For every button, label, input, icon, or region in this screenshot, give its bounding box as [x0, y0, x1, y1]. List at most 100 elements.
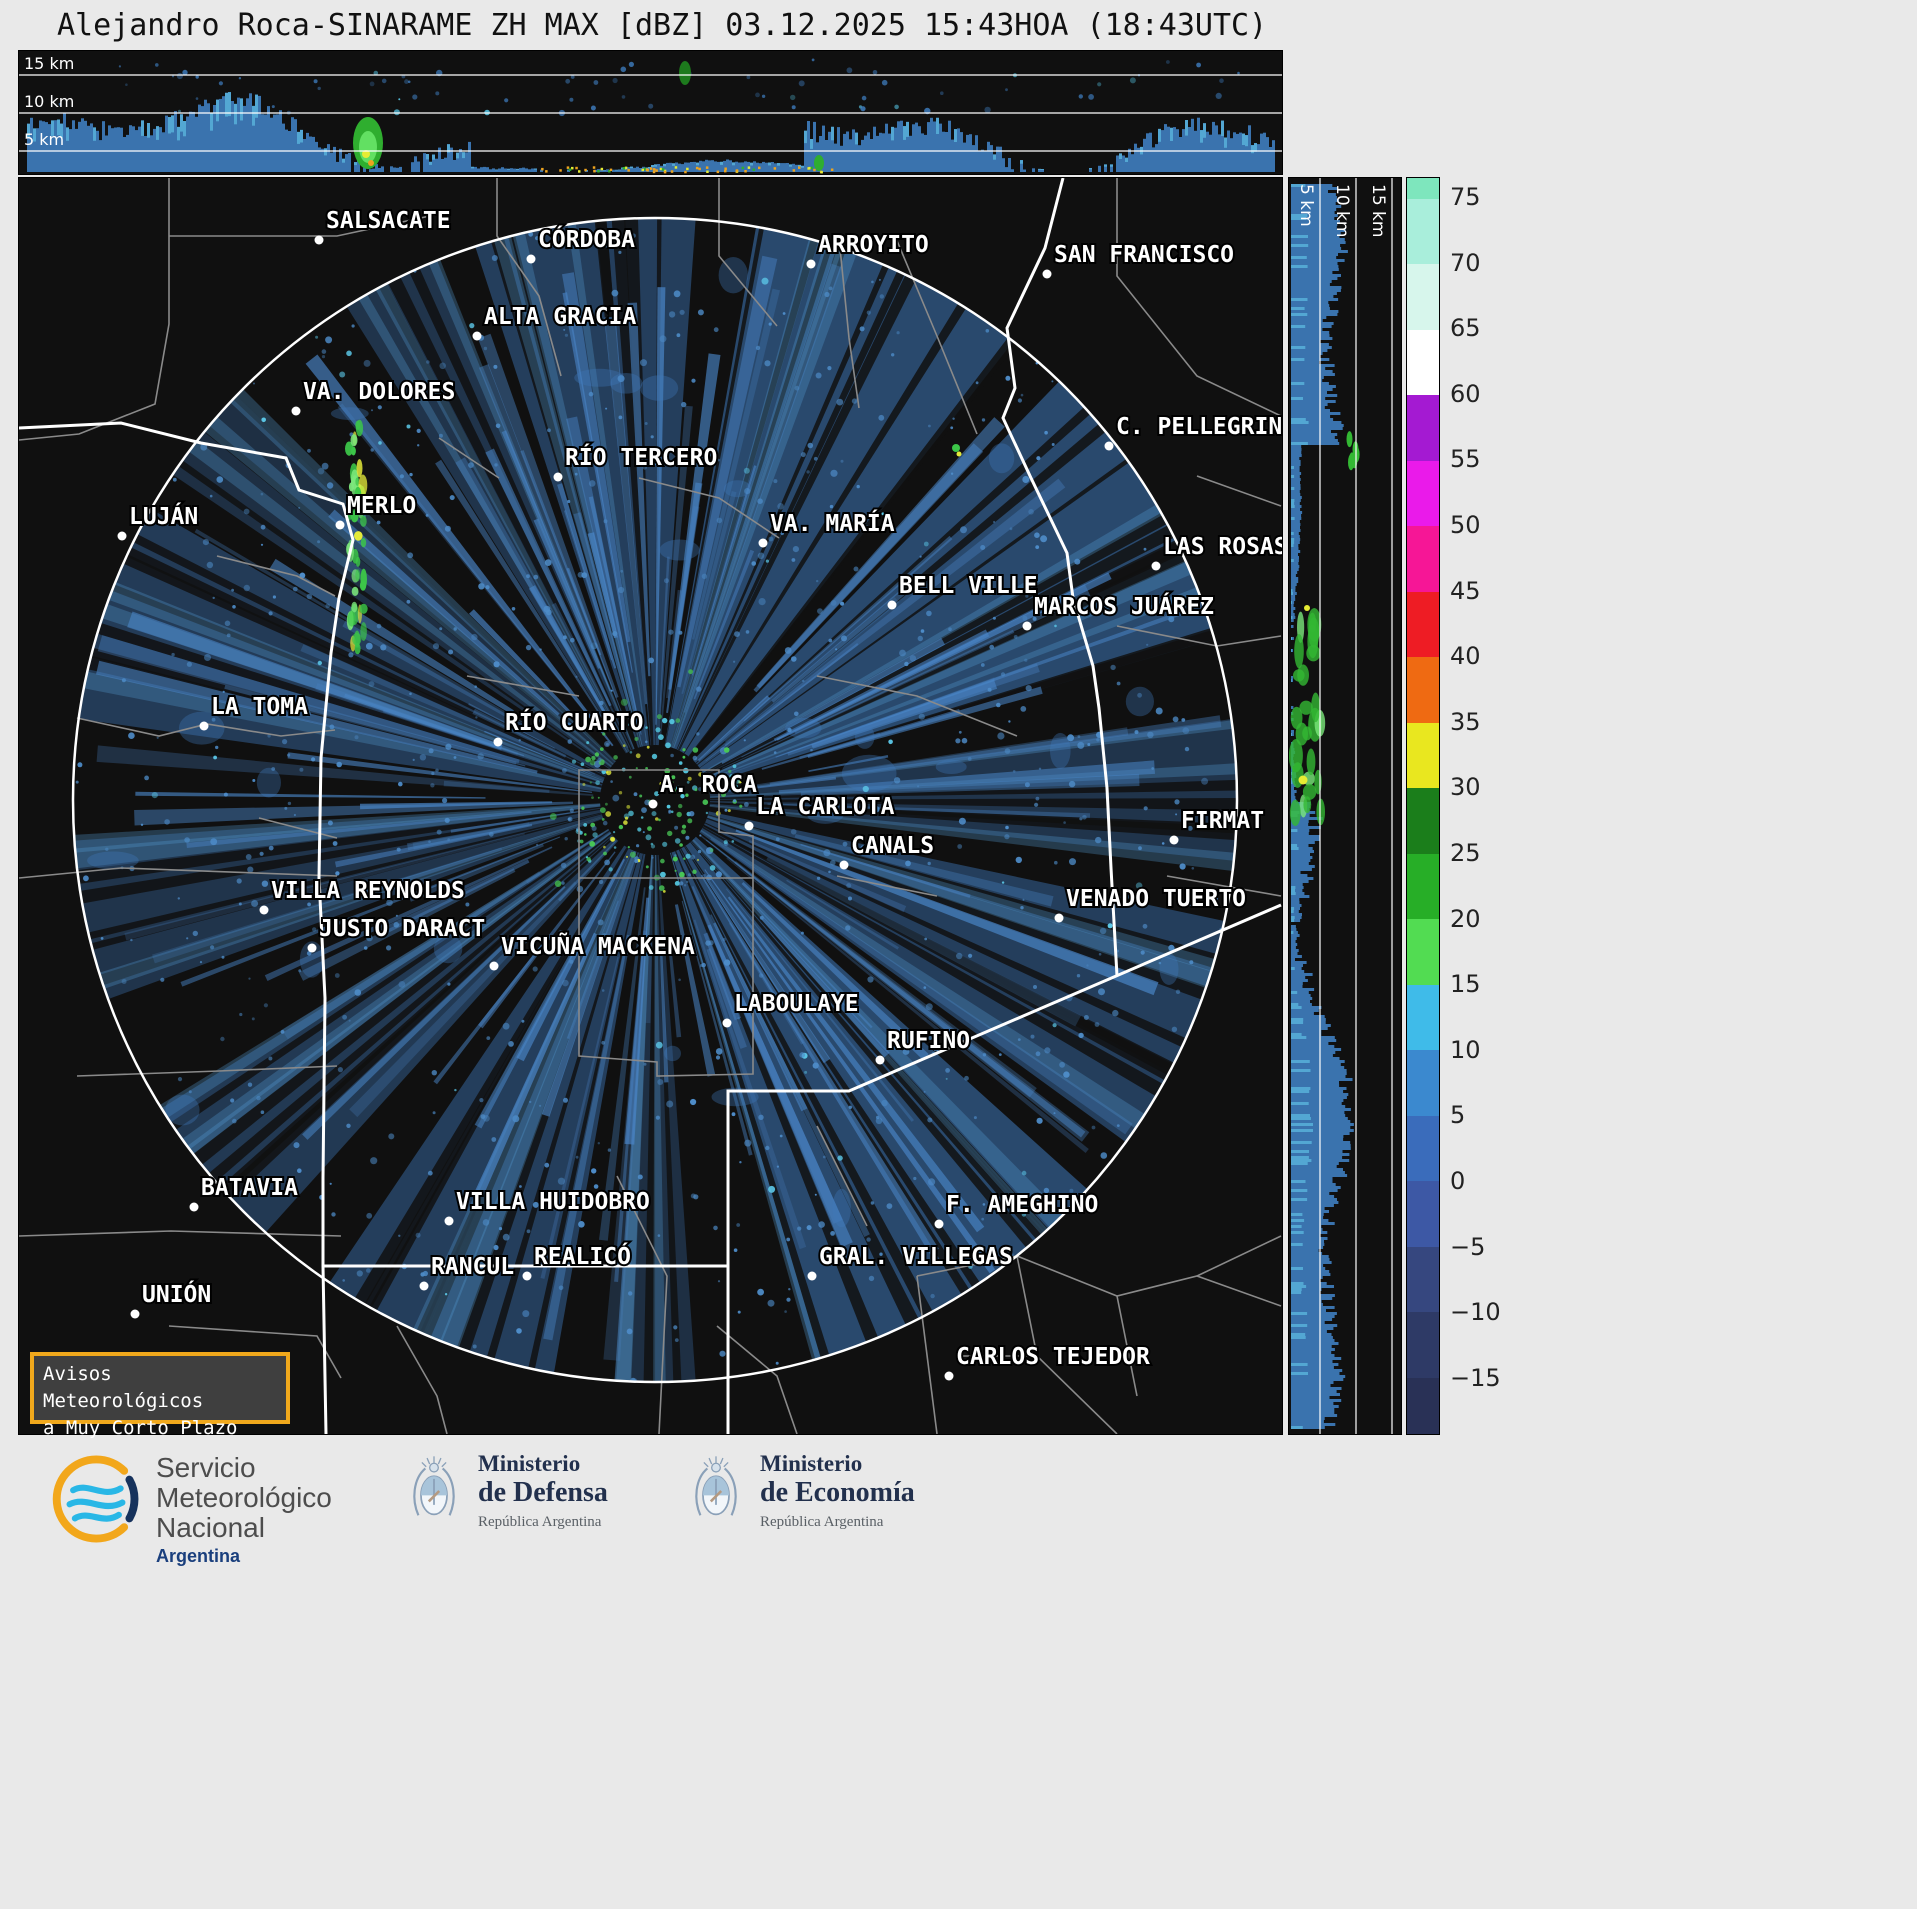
colorbar-tick-label: 5	[1450, 1101, 1466, 1130]
colorbar-segment	[1407, 329, 1439, 396]
colorbar-tick-label: 10	[1450, 1035, 1481, 1064]
colorbar-segment	[1407, 460, 1439, 527]
city-marker: LA CARLOTA	[744, 792, 897, 831]
ministry-country: República Argentina	[478, 1514, 602, 1530]
city-label: RUFINO	[887, 1028, 970, 1054]
city-marker: A. ROCA	[648, 770, 759, 809]
city-label: MERLO	[347, 493, 416, 519]
colorbar-tick-label: 0	[1450, 1167, 1466, 1195]
city-marker: F. AMEGHINO	[934, 1190, 1100, 1229]
city-marker: JUSTO DARACT	[307, 914, 487, 953]
city-marker: VICUÑA MACKENA	[489, 930, 697, 971]
city-label: SALSACATE	[326, 208, 451, 234]
ministerio-defensa-block: Ministerio de Defensa República Argentin…	[408, 1451, 608, 1531]
city-label: BELL VILLE	[899, 573, 1037, 599]
ministry-name: de Economía	[760, 1477, 915, 1508]
colorbar-segment	[1407, 657, 1439, 723]
colorbar-tick-label: 25	[1450, 839, 1481, 867]
smn-name-line: Servicio	[156, 1452, 256, 1483]
radar-map: SALSACATE CÓRDOBA ARROYITO SAN FRANCISCO ALT…	[19, 178, 1282, 1434]
altitude-axis-label: 5 km	[1296, 184, 1316, 227]
colorbar-segment	[1407, 1377, 1439, 1434]
city-marker: VA. DOLORES	[291, 377, 457, 416]
city-marker: VA. MARÍA	[758, 507, 897, 548]
city-label: RÍO TERCERO	[565, 443, 717, 471]
city-marker: LABOULAYE	[722, 989, 861, 1028]
city-marker: RUFINO	[875, 1026, 972, 1065]
colorbar-tick-label: 55	[1450, 445, 1481, 474]
city-label: GRAL. VILLEGAS	[819, 1244, 1013, 1270]
colorbar-tick-label: 60	[1450, 379, 1481, 408]
city-label: LA CARLOTA	[756, 794, 895, 820]
city-marker: GRAL. VILLEGAS	[807, 1242, 1015, 1281]
smn-logo-block: Servicio Meteorológico Nacional Argentin…	[52, 1453, 332, 1567]
city-label: LAS ROSAS	[1163, 534, 1282, 560]
city-marker: BATAVIA	[189, 1173, 300, 1212]
city-label: MARCOS JUÁREZ	[1034, 592, 1214, 620]
city-label: CARLOS TEJEDOR	[956, 1344, 1150, 1370]
colorbar-segment	[1407, 395, 1439, 461]
colorbar-segment	[1407, 1246, 1439, 1313]
city-marker: FIRMAT	[1169, 806, 1266, 845]
colorbar-segment	[1407, 264, 1439, 330]
ministry-name: de Defensa	[478, 1477, 608, 1508]
altitude-axis-label: 10 km	[24, 92, 74, 111]
city-label: REALICÓ	[534, 1242, 631, 1270]
cross-section-top-panel: 15 km 10 km 5 km	[18, 50, 1283, 175]
advisory-banner[interactable]: Avisos Meteorológicos a Muy Corto Plazo	[30, 1352, 290, 1439]
colorbar-tick-label: 65	[1450, 314, 1481, 343]
colorbar-tick-label: 50	[1450, 511, 1481, 539]
colorbar-tick-label: 40	[1450, 642, 1481, 671]
dbz-colorbar-ticks: 75 70 65 60 55 50 45 40 35 30 25 20 15 10 5 0 −5 −10 −15	[1450, 177, 1530, 1435]
colorbar-tick-label: 15	[1450, 970, 1481, 999]
city-marker: LA TOMA	[199, 692, 310, 731]
city-marker: MARCOS JUÁREZ	[1022, 590, 1216, 631]
ministry-country: República Argentina	[760, 1514, 884, 1530]
advisory-line1: Avisos Meteorológicos	[43, 1363, 204, 1412]
radar-map-panel: SALSACATE CÓRDOBA ARROYITO SAN FRANCISCO ALT…	[18, 177, 1283, 1435]
city-marker: SAN FRANCISCO	[1042, 240, 1236, 279]
city-marker: SALSACATE	[314, 206, 453, 245]
ministry-name: Ministerio	[478, 1451, 581, 1476]
city-marker: REALICÓ	[522, 1240, 633, 1281]
city-marker: CANALS	[839, 831, 936, 870]
coat-of-arms-icon	[413, 1456, 455, 1516]
city-marker: RÍO TERCERO	[553, 441, 719, 482]
city-label: VENADO TUERTO	[1066, 886, 1246, 912]
city-label: ARROYITO	[818, 232, 929, 258]
colorbar-segment	[1407, 526, 1439, 592]
city-label: CÓRDOBA	[538, 225, 635, 253]
city-marker: LUJÁN	[117, 500, 200, 541]
city-label: A. ROCA	[660, 772, 757, 798]
footer: Servicio Meteorológico Nacional Argentin…	[0, 1437, 1917, 1909]
city-label: BATAVIA	[201, 1175, 298, 1201]
city-marker: BELL VILLE	[887, 571, 1039, 610]
city-label: JUSTO DARACT	[319, 916, 485, 942]
city-marker: VILLA HUIDOBRO	[444, 1187, 652, 1226]
city-marker: RANCUL	[419, 1252, 516, 1291]
dbz-colorbar	[1406, 177, 1440, 1435]
smn-name-line: Nacional	[156, 1512, 265, 1543]
ministerio-economia-block: Ministerio de Economía República Argenti…	[690, 1451, 915, 1531]
city-label: VA. MARÍA	[770, 509, 895, 537]
city-label: LA TOMA	[211, 694, 308, 720]
city-label: ALTA GRACIA	[484, 304, 636, 330]
city-marker: VILLA REYNOLDS	[259, 876, 467, 915]
city-label: SAN FRANCISCO	[1054, 242, 1234, 268]
city-marker: ARROYITO	[806, 230, 931, 269]
altitude-axis-label: 5 km	[24, 130, 64, 149]
colorbar-segment	[1407, 1181, 1439, 1247]
city-marker: LAS ROSAS	[1151, 532, 1282, 571]
colorbar-segment	[1407, 591, 1439, 658]
altitude-axis-label: 10 km	[1332, 184, 1352, 237]
advisory-line2: a Muy Corto Plazo	[43, 1417, 238, 1439]
city-label: UNIÓN	[142, 1280, 211, 1308]
city-label: VILLA HUIDOBRO	[456, 1189, 650, 1215]
coat-of-arms-icon	[695, 1456, 737, 1516]
cross-section-top-chart: 15 km 10 km 5 km	[19, 51, 1282, 174]
colorbar-segment	[1407, 198, 1439, 265]
colorbar-tick-label: 75	[1450, 183, 1481, 211]
colorbar-segment	[1407, 1312, 1439, 1378]
city-label: C. PELLEGRINI	[1116, 414, 1282, 440]
